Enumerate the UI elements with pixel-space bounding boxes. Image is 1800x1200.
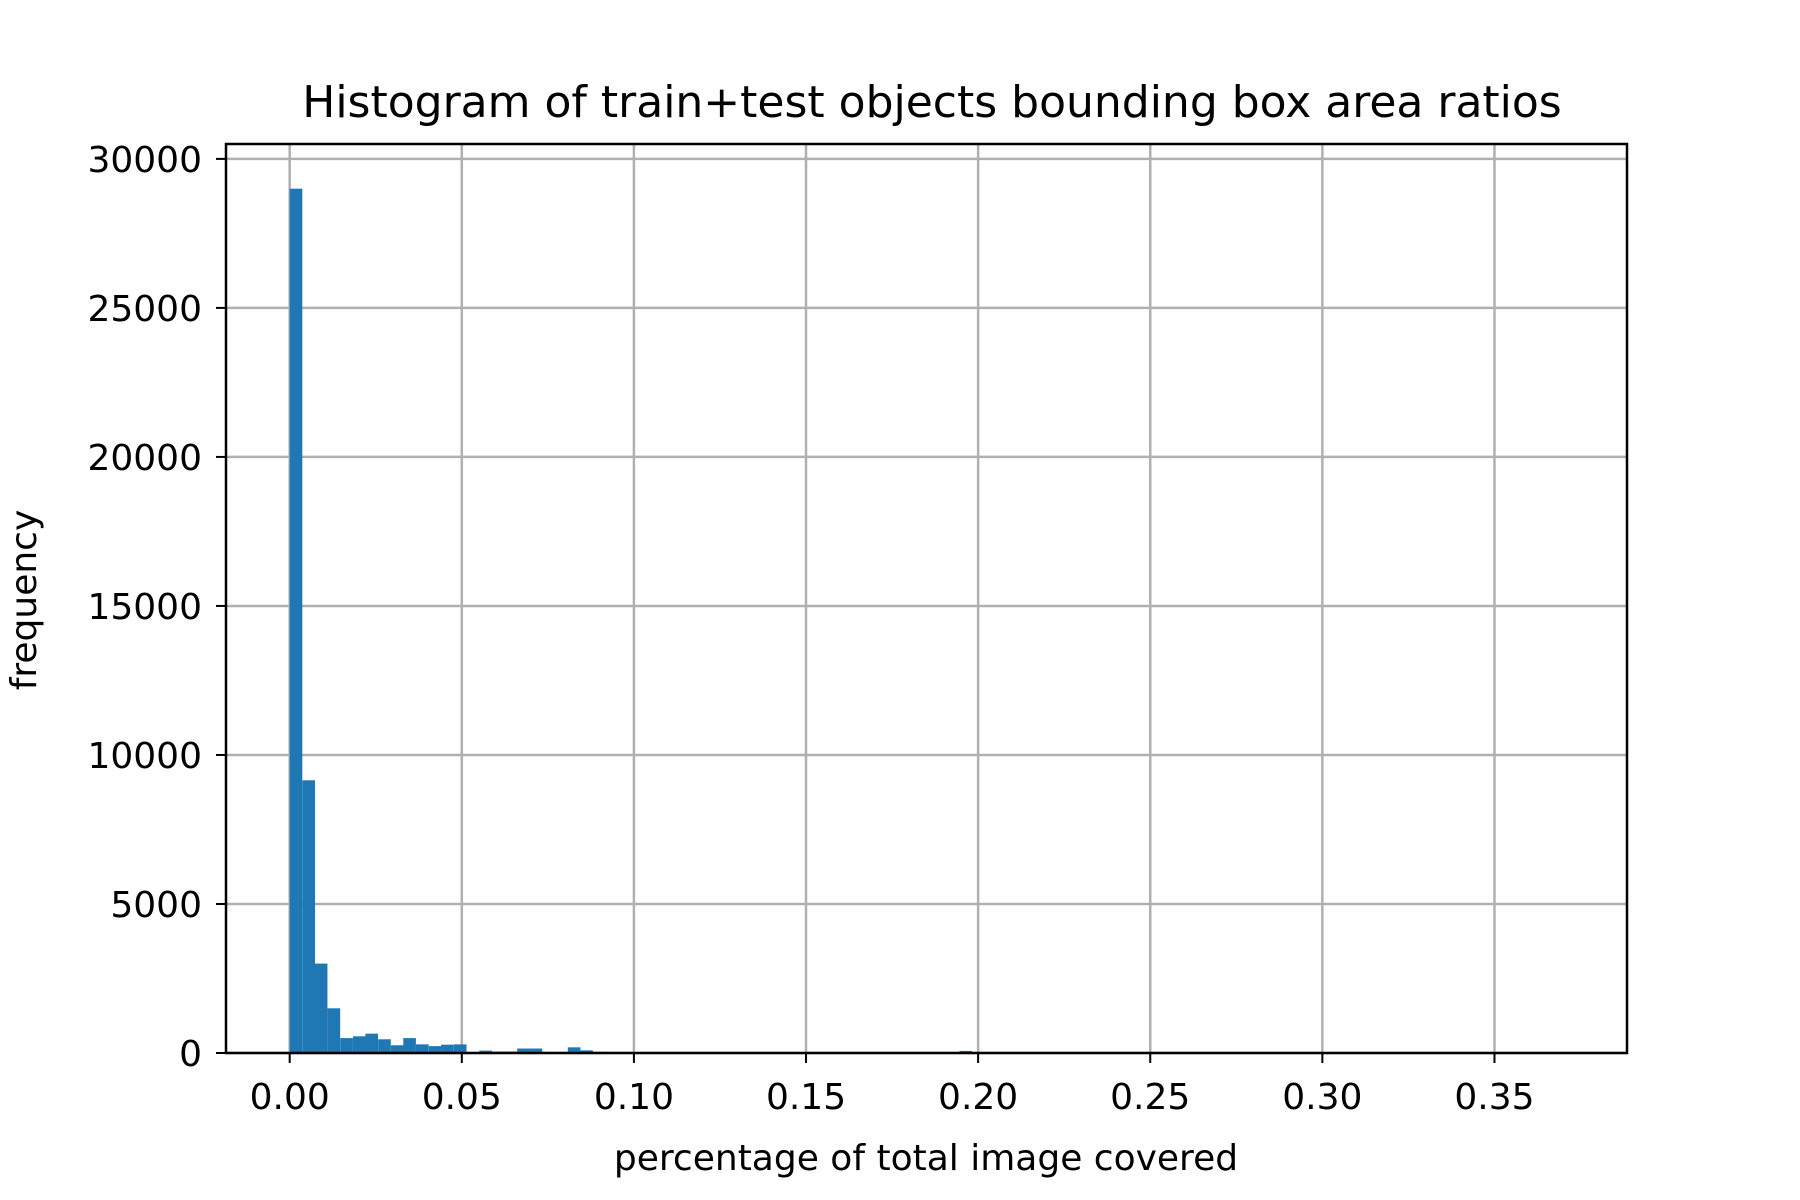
histogram-bar [289,188,303,1053]
x-tick-label: 0.20 [938,1077,1018,1118]
histogram-bar [340,1038,353,1053]
histogram-bar [378,1039,391,1053]
histogram-bar [403,1038,416,1053]
x-axis-label: percentage of total image covered [614,1138,1238,1179]
bars [289,188,985,1053]
x-tick-label: 0.15 [766,1077,846,1118]
y-tick-label: 20000 [87,438,202,479]
y-tick-label: 5000 [110,885,202,926]
y-axis-label: frequency [4,510,45,691]
x-tick-label: 0.00 [250,1077,330,1118]
histogram-bar [428,1046,442,1053]
histogram-bar [580,1050,593,1053]
histogram-bar [567,1047,581,1053]
histogram-bar [441,1044,454,1053]
x-tick-label: 0.05 [422,1077,502,1118]
y-tick-label: 30000 [87,140,202,181]
x-tick-label: 0.30 [1282,1077,1362,1118]
histogram-bar [517,1048,530,1053]
grid [226,144,1627,1055]
histogram-bar [314,963,328,1053]
x-tick-label: 0.35 [1454,1077,1534,1118]
x-axis: 0.00 0.05 0.10 0.15 0.20 0.25 0.30 0.35 [250,1053,1535,1118]
histogram-bar [529,1048,543,1053]
histogram-bar [302,780,316,1053]
plot-frame [224,142,1629,1055]
histogram-bar [365,1033,379,1053]
histogram-bar [353,1036,366,1053]
chart-title: Histogram of train+test objects bounding… [302,77,1561,128]
y-tick-label: 0 [179,1034,202,1075]
histogram-bar [453,1044,467,1053]
histogram-bar [390,1045,404,1053]
y-tick-label: 10000 [87,736,202,777]
y-tick-label: 15000 [87,587,202,628]
x-tick-label: 0.25 [1110,1077,1190,1118]
x-tick-label: 0.10 [594,1077,674,1118]
y-axis: 0 5000 10000 15000 20000 25000 30000 [87,140,226,1075]
histogram-bar [416,1044,429,1053]
histogram-bar [327,1008,341,1053]
y-tick-label: 25000 [87,289,202,330]
